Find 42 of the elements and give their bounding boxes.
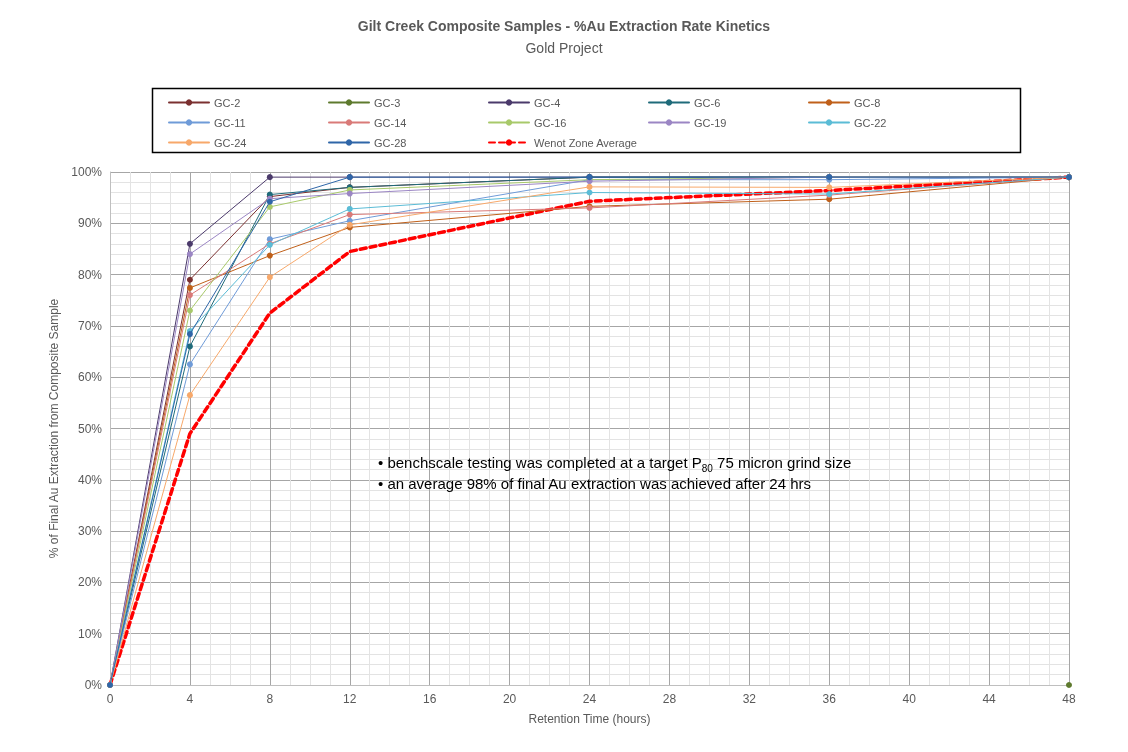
legend-label: GC-16 — [534, 116, 567, 129]
legend-label: GC-3 — [374, 96, 401, 109]
y-tick-label: 100% — [71, 165, 103, 179]
y-axis-title: % of Final Au Extraction from Composite Sample — [47, 298, 62, 559]
y-tick-label: 0% — [84, 678, 103, 692]
legend-label: GC-8 — [854, 96, 881, 109]
legend-label: GC-4 — [534, 96, 561, 109]
x-tick-label: 4 — [186, 692, 194, 706]
legend-label: GC-2 — [214, 96, 241, 109]
x-tick-label: 40 — [902, 692, 917, 706]
annotation: • an average 98% of final Au extraction was achieved after 24 hrs — [378, 475, 812, 492]
legend-label: GC-11 — [214, 116, 246, 129]
x-tick-label: 48 — [1062, 692, 1076, 706]
legend-label: GC-19 — [694, 116, 727, 129]
legend-label: GC-6 — [694, 96, 721, 109]
y-tick-label: 30% — [77, 524, 103, 539]
y-tick-label: 40% — [77, 472, 103, 487]
legend-label: GC-28 — [374, 136, 407, 149]
x-axis-title: Retention Time (hours) — [528, 712, 651, 726]
legend-label: Wenot Zone Average — [534, 136, 637, 149]
x-tick-label: 32 — [742, 692, 757, 706]
y-tick-label: 90% — [77, 216, 103, 231]
x-tick-label: 20 — [502, 692, 517, 706]
legend-label: GC-22 — [854, 116, 887, 129]
y-tick-label: 50% — [77, 421, 103, 436]
x-tick-label: 36 — [822, 692, 837, 706]
x-tick-label: 24 — [582, 692, 597, 706]
x-tick-label: 16 — [422, 692, 437, 706]
y-tick-label: 70% — [77, 318, 103, 333]
chart-subtitle: Gold Project — [525, 40, 603, 56]
y-tick-label: 10% — [77, 626, 103, 641]
y-tick-label: 60% — [77, 370, 103, 385]
legend-label: GC-14 — [374, 116, 407, 129]
y-tick-label: 20% — [77, 575, 103, 590]
legend-label: GC-24 — [214, 136, 247, 149]
chart-title: Gilt Creek Composite Samples - %Au Extraction Rate Kinetics — [357, 18, 771, 34]
x-tick-label: 28 — [662, 692, 677, 706]
y-tick-label: 80% — [77, 267, 103, 282]
x-tick-label: 0 — [106, 692, 114, 706]
x-tick-label: 8 — [266, 692, 274, 706]
x-tick-label: 44 — [982, 692, 997, 706]
x-tick-label: 12 — [343, 692, 357, 706]
